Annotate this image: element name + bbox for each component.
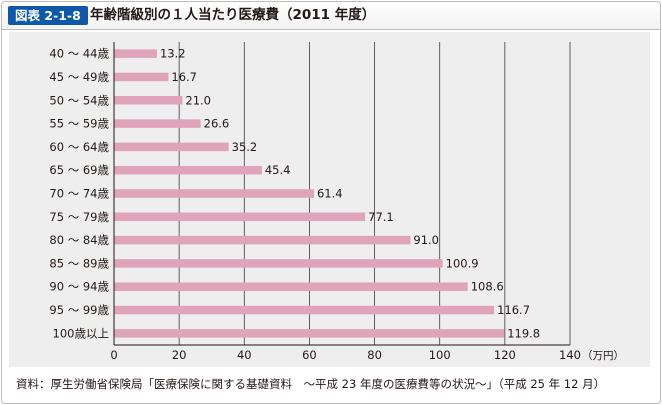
bar <box>114 235 411 245</box>
bar <box>114 212 366 222</box>
bar <box>114 259 443 268</box>
data-label: 116.7 <box>497 303 530 317</box>
data-label: 16.7 <box>171 70 197 84</box>
bar <box>114 305 495 315</box>
x-tick-label: 60 <box>302 348 317 362</box>
bar <box>114 96 183 105</box>
source-note: 資料：厚生労働省保険局「医療保険に関する基礎資料 ～平成 23 年度の医療費等の… <box>16 377 606 391</box>
bar <box>114 165 262 175</box>
bar <box>114 282 468 291</box>
category-label: 80 ～ 84歳 <box>49 233 109 247</box>
data-label: 21.0 <box>185 93 211 107</box>
bar <box>114 329 505 338</box>
x-tick-label: 20 <box>172 348 187 362</box>
figure-title: 年齢階級別の１人当たり医療費（2011 年度） <box>90 7 376 23</box>
label-layer: 40 ～ 44歳 13.2 45 ～ 49歳 16.7 50 ～ 54歳 21.0 55 ～… <box>49 47 540 341</box>
category-label: 100歳以上 <box>53 326 109 340</box>
x-tick-label: 80 <box>367 348 382 362</box>
category-label: 55 ～ 59歳 <box>49 117 109 131</box>
category-label: 65 ～ 69歳 <box>49 163 109 177</box>
category-label: 45 ～ 49歳 <box>49 70 109 84</box>
category-label: 95 ～ 99歳 <box>49 303 109 317</box>
figure-label: 図表 2-1-8 <box>8 6 88 25</box>
x-tick-label: 140 <box>559 348 581 362</box>
data-label: 100.9 <box>446 256 479 270</box>
x-tick-label: 100 <box>429 348 451 362</box>
bar <box>114 49 157 58</box>
x-tick-label: 40 <box>237 348 252 362</box>
bar <box>114 189 314 198</box>
bar <box>114 72 169 82</box>
data-label: 13.2 <box>160 47 186 61</box>
bar <box>114 119 201 128</box>
bar <box>114 142 229 152</box>
x-tick-label: 0 <box>110 348 117 362</box>
category-label: 75 ～ 79歳 <box>49 210 109 224</box>
x-unit-label: （万円） <box>582 350 624 362</box>
category-label: 70 ～ 74歳 <box>49 187 109 201</box>
data-label: 26.6 <box>204 117 230 131</box>
category-label: 50 ～ 54歳 <box>49 93 109 107</box>
axis-layer: 0 20 40 60 80 100 120 140 （万円） <box>110 42 624 362</box>
data-label: 45.4 <box>265 163 291 177</box>
category-label: 90 ～ 94歳 <box>49 280 109 294</box>
bar-layer <box>114 49 505 338</box>
category-label: 60 ～ 64歳 <box>49 140 109 154</box>
data-label: 108.6 <box>471 280 504 294</box>
data-label: 119.8 <box>507 326 540 340</box>
data-label: 91.0 <box>413 233 439 247</box>
category-label: 40 ～ 44歳 <box>49 47 109 61</box>
data-label: 61.4 <box>317 187 343 201</box>
category-label: 85 ～ 89歳 <box>49 256 109 270</box>
data-label: 35.2 <box>232 140 258 154</box>
figure-header: 図表 2-1-8 年齢階級別の１人当たり医療費（2011 年度） <box>2 2 660 30</box>
x-tick-label: 120 <box>494 348 516 362</box>
data-label: 77.1 <box>368 210 394 224</box>
